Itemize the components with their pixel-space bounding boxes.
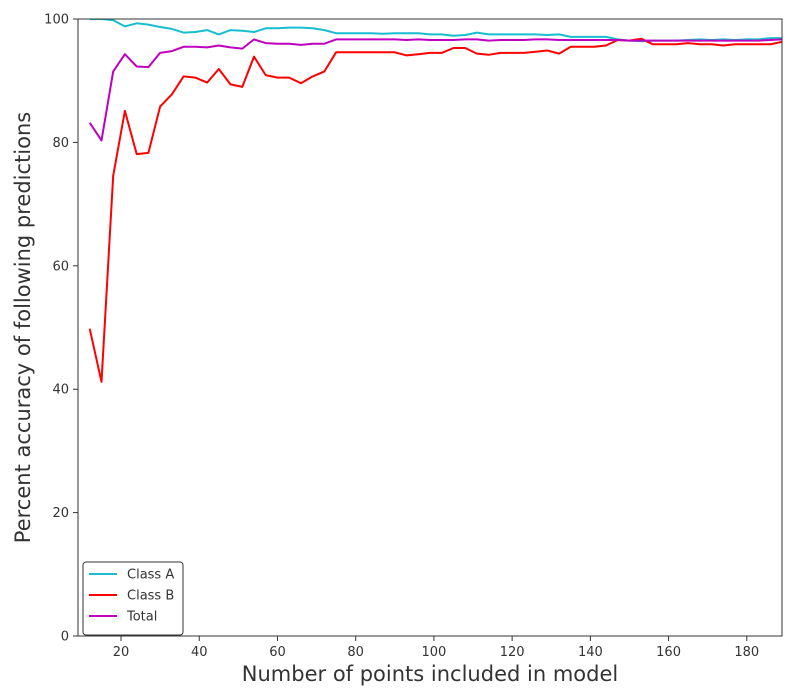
x-axis-title: Number of points included in model [242, 662, 618, 686]
y-axis-title: Percent accuracy of following prediction… [11, 112, 35, 543]
y-tick-label: 60 [52, 259, 69, 274]
x-tick-label: 80 [347, 645, 364, 660]
axis-ticks: 20 40 60 80 100 120 140 160 180 0 20 40 60 80 100 [44, 13, 759, 661]
x-tick-label: 100 [421, 645, 446, 660]
legend-label: Total [126, 610, 157, 625]
series-line-class-a [89, 19, 782, 43]
legend-label: Class A [127, 568, 174, 583]
y-tick-label: 40 [52, 383, 69, 398]
legend: Class A Class B Total [82, 561, 184, 636]
series-line-total [88, 38, 782, 142]
x-tick-label: 180 [734, 645, 759, 660]
plot-frame [77, 18, 783, 637]
y-tick-label: 0 [61, 630, 69, 645]
x-tick-label: 40 [191, 645, 208, 660]
y-tick-label: 20 [52, 506, 69, 521]
series-line-class-b [88, 37, 782, 383]
x-tick-label: 120 [500, 645, 525, 660]
y-tick-label: 100 [44, 13, 69, 28]
x-tick-label: 160 [656, 645, 681, 660]
x-tick-label: 20 [113, 645, 130, 660]
x-tick-label: 60 [269, 645, 286, 660]
plot-area [88, 19, 782, 383]
x-tick-label: 140 [578, 645, 603, 660]
y-tick-label: 80 [52, 136, 69, 151]
legend-label: Class B [127, 589, 174, 604]
